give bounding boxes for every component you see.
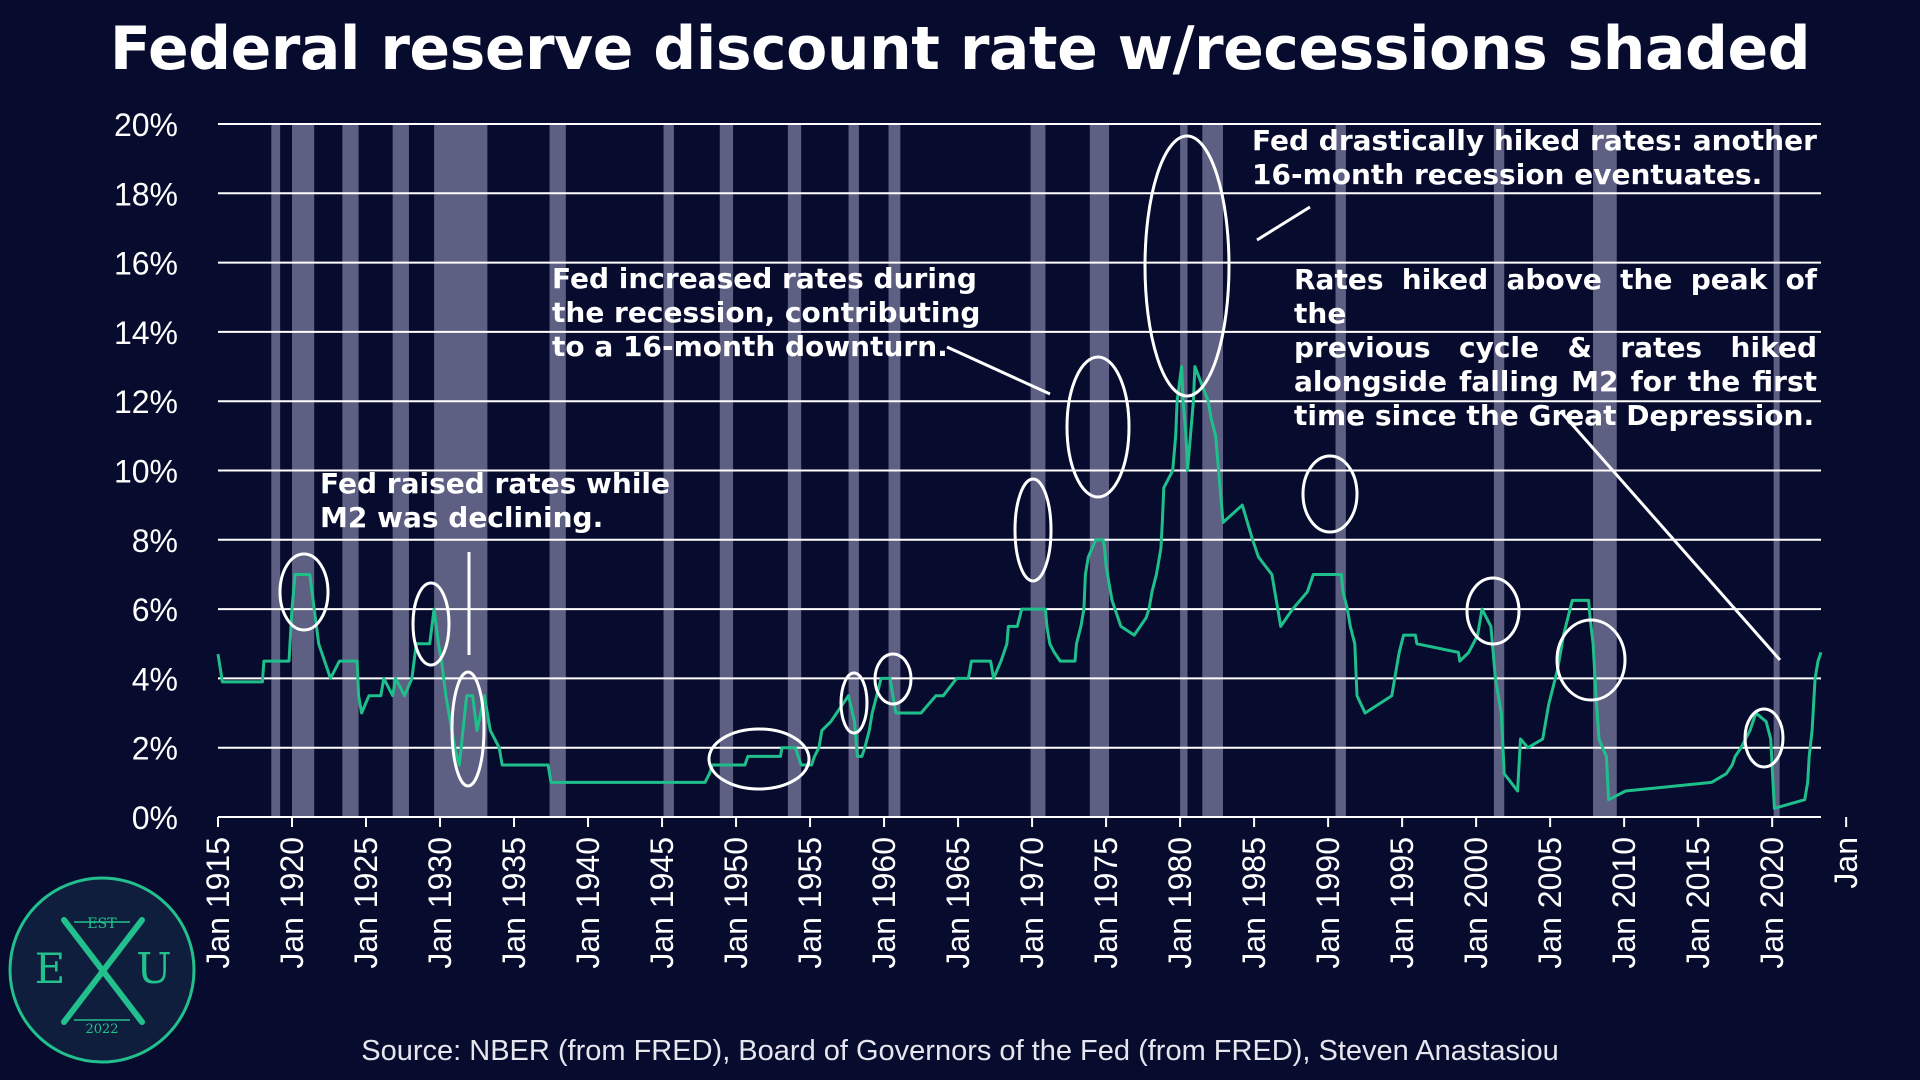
highlight-2000	[1465, 576, 1521, 646]
logo-year: 2022	[85, 1022, 119, 1037]
x-tick-label: Jan 1915	[200, 837, 236, 969]
y-tick-label: 8%	[132, 523, 178, 559]
annotation-line: the recession, contributing	[552, 296, 981, 329]
x-tick-label: Jan 2010	[1606, 837, 1642, 969]
annotation-line: time since the Great Depression.	[1294, 399, 1815, 432]
x-tick-label: Jan 1980	[1162, 837, 1198, 969]
source-note: Source: NBER (from FRED), Board of Gover…	[361, 1035, 1559, 1067]
annotation-1980: Fed drastically hiked rates: another 16-…	[1252, 124, 1817, 192]
x-tick-label: Jan 1970	[1014, 837, 1050, 969]
logo: EST E U 2022	[4, 872, 200, 1068]
highlight-1981	[1143, 134, 1231, 398]
y-tick-label: 20%	[114, 107, 178, 143]
x-tick-label: Jan 2015	[1680, 837, 1716, 969]
x-tick-label: Jan 1975	[1088, 837, 1124, 969]
x-tick-label: Jan 1960	[866, 837, 902, 969]
y-tick-label: 12%	[114, 384, 178, 420]
annotation-line: Fed raised rates while	[320, 467, 670, 500]
annotation-1920s: Fed raised rates while M2 was declining.	[320, 467, 670, 535]
x-tick-label: Jan	[1828, 837, 1864, 889]
annotation-line: alongside falling M2 for the first	[1294, 365, 1817, 398]
logo-letter-e: E	[34, 944, 66, 993]
y-tick-label: 2%	[132, 731, 178, 767]
annotation-line: M2 was declining.	[320, 501, 604, 534]
x-tick-label: Jan 1935	[496, 837, 532, 969]
x-tick-label: Jan 1990	[1310, 837, 1346, 969]
x-tick-label: Jan 1955	[792, 837, 828, 969]
annotation-line: 16-month recession eventuates.	[1252, 158, 1763, 191]
y-tick-label: 14%	[114, 315, 178, 351]
x-axis-ticks: Jan 1915 Jan 1920 Jan 1925 Jan 1930 Jan 1935…	[200, 817, 1864, 969]
logo-emblem	[8, 876, 196, 1064]
x-tick-label: Jan 1985	[1236, 837, 1272, 969]
pointer-1970	[946, 345, 1051, 396]
annotation-1970: Fed increased rates during the recession…	[552, 262, 980, 364]
x-tick-label: Jan 1950	[718, 837, 754, 969]
annotation-line: Fed increased rates during	[552, 262, 977, 295]
y-tick-label: 16%	[114, 246, 178, 282]
gridlines	[217, 123, 1821, 827]
highlight-1932	[450, 670, 486, 788]
y-axis-ticks: 0% 2% 4% 6% 8% 10% 12% 14% 16% 18% 20%	[114, 107, 178, 836]
x-tick-label: Jan 1945	[644, 837, 680, 969]
annotation-line: Fed drastically hiked rates: another	[1252, 124, 1817, 157]
x-tick-label: Jan 2020	[1754, 837, 1790, 969]
logo-letter-u: U	[136, 944, 172, 993]
x-tick-label: Jan 1930	[422, 837, 458, 969]
y-tick-label: 0%	[132, 800, 178, 836]
highlight-1957	[839, 671, 869, 735]
logo-est: EST	[87, 916, 117, 932]
annotation-2022: Rates hiked above the peak of the previo…	[1294, 263, 1817, 433]
y-tick-label: 18%	[114, 176, 178, 212]
x-tick-label: Jan 1995	[1384, 837, 1420, 969]
chart-title: Federal reserve discount rate w/recessio…	[109, 14, 1811, 84]
highlight-1921	[278, 552, 330, 632]
highlight-1929	[411, 581, 451, 667]
x-tick-label: Jan 1965	[940, 837, 976, 969]
pointer-2022	[1560, 412, 1782, 661]
highlight-1989	[1301, 454, 1359, 534]
y-tick-label: 4%	[132, 661, 178, 697]
annotation-line: to a 16-month downturn.	[552, 330, 948, 363]
x-tick-label: Jan 1925	[348, 837, 384, 969]
highlight-1969	[1013, 477, 1053, 583]
x-tick-label: Jan 2005	[1532, 837, 1568, 969]
highlight-ellipses	[278, 134, 1785, 791]
y-tick-label: 10%	[114, 454, 178, 490]
annotation-pointers	[467, 205, 1782, 661]
pointer-1981	[1256, 205, 1311, 242]
highlight-1974	[1065, 355, 1131, 499]
highlight-1952	[707, 727, 811, 791]
annotation-line: Rates hiked above the peak of the	[1294, 263, 1817, 330]
y-tick-label: 6%	[132, 592, 178, 628]
highlight-2019	[1743, 707, 1785, 769]
discount-rate-line	[216, 365, 1823, 810]
highlight-2007	[1555, 618, 1627, 702]
highlight-1960	[873, 652, 913, 706]
x-tick-label: Jan 2000	[1458, 837, 1494, 969]
annotation-line: previous cycle & rates hiked	[1294, 331, 1817, 364]
x-tick-label: Jan 1920	[274, 837, 310, 969]
x-tick-label: Jan 1940	[570, 837, 606, 969]
